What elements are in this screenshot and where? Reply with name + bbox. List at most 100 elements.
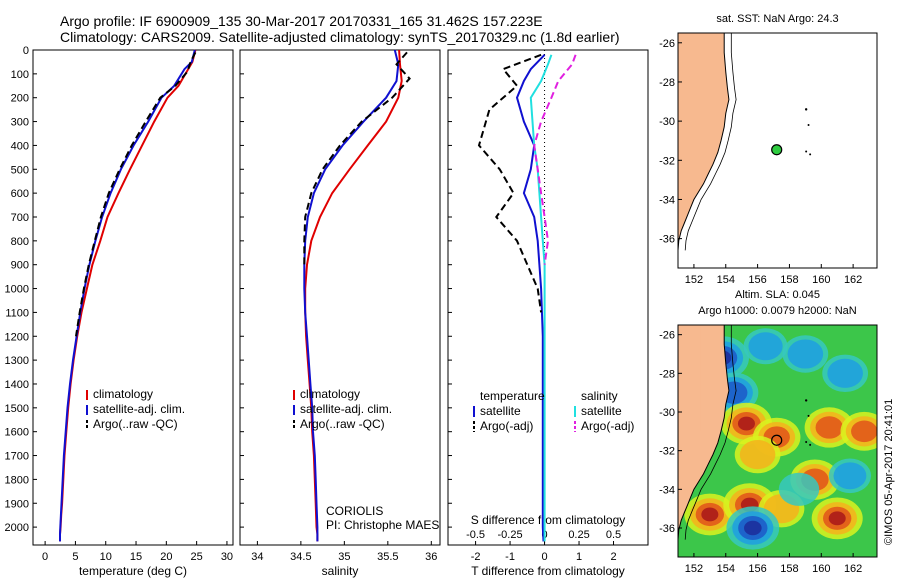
sst_map-xtick-label: 162 [844, 274, 862, 286]
sst_map-ytick-label: -30 [659, 116, 675, 128]
depth-tick-label: 1200 [5, 331, 29, 343]
sla-anomaly [828, 511, 846, 526]
salinity-xtick-label: 34.5 [290, 551, 311, 563]
isobath-contour [684, 325, 737, 540]
salinity-xtick-label: 35.5 [377, 551, 398, 563]
island-dot [804, 399, 808, 402]
sst_map-ytick-label: -26 [659, 38, 675, 50]
sst_map-xtick-label: 156 [748, 274, 766, 286]
salinity-legend-item: climatology [300, 387, 360, 401]
sst_map-ytick-label: -34 [659, 194, 675, 206]
salinity-series-2 [303, 51, 411, 265]
depth-tick-label: 300 [11, 117, 29, 129]
temperature-legend-item: Argo(..raw -QC) [93, 417, 178, 431]
depth-tick-label: 1800 [5, 474, 29, 486]
sla-anomaly [815, 416, 843, 439]
sla-field [678, 325, 877, 557]
salinity-xtick-label: 36 [425, 551, 437, 563]
temperature-panel: 0100200300400500600700800900100011001200… [5, 45, 234, 578]
temperature-plot-frame [32, 49, 234, 546]
legend-temperature-title: temperature [480, 389, 545, 403]
sla-anomaly [737, 416, 755, 431]
isobath-contour [684, 33, 737, 251]
difference-xlabel: T difference from climatology [471, 564, 625, 578]
s-diff-xlabel: S difference from climatology [471, 513, 626, 527]
sst_map-xtick-label: 160 [812, 274, 830, 286]
salinity-series-1 [303, 49, 400, 542]
island-dot [805, 440, 808, 443]
sla_map-subtitle: Argo h1000: 0.0079 h2000: NaN [698, 305, 856, 317]
depth-tick-label: 1600 [5, 427, 29, 439]
sla_map-ytick-label: -26 [659, 330, 675, 342]
salinity-panel: 34 34.5 35 35.5 36 salinity climatologysatelli… [239, 49, 441, 578]
legend-temperature-item: Argo(-adj) [480, 419, 533, 433]
sla-anomaly [701, 507, 719, 522]
legend-salinity-item: Argo(-adj) [581, 419, 634, 433]
sst_map-title: sat. SST: NaN Argo: 24.3 [716, 13, 838, 25]
depth-tick-label: 400 [11, 140, 29, 152]
sst-map-panel: -26 -28 -30 -32 -34 -36 152 154 156 158 160 162 sat.… [659, 13, 878, 286]
difference-xtick-label: -1 [505, 551, 515, 563]
island-dot [805, 150, 808, 153]
sla_map-ytick-label: -32 [659, 446, 675, 458]
temperature-xtick-label: 0 [42, 551, 48, 563]
depth-tick-label: 800 [11, 236, 29, 248]
difference-xtick-label: 1 [576, 551, 582, 563]
depth-tick-label: 500 [11, 164, 29, 176]
s-diff-tick-label: -0.5 [466, 529, 485, 541]
sla-anomaly [787, 339, 824, 369]
salinity-legend-item: satellite-adj. clim. [300, 402, 392, 416]
sla_map-xtick-label: 154 [717, 563, 735, 575]
sla_map-ytick-label: -36 [659, 523, 675, 535]
island-dot [807, 124, 810, 127]
sla_map-ytick-label: -28 [659, 368, 675, 380]
difference-series-2 [529, 54, 553, 542]
sla_map-xtick-label: 156 [748, 563, 766, 575]
sla-anomaly [833, 462, 867, 490]
argo-float-marker [771, 434, 783, 446]
sst_map-frame [677, 32, 878, 269]
island-dot [809, 153, 812, 156]
sla-anomaly [778, 472, 820, 506]
temperature-xtick-label: 30 [221, 551, 233, 563]
island-dot [807, 414, 810, 417]
land-fill [678, 325, 701, 432]
depth-tick-label: 2000 [5, 522, 29, 534]
header-line-1: Argo profile: IF 6900909_135 30-Mar-2017… [60, 13, 543, 29]
salinity-xtick-label: 34 [251, 551, 263, 563]
temperature-legend-item: climatology [93, 387, 153, 401]
sla_map-ytick-label: -30 [659, 407, 675, 419]
temperature-xtick-label: 25 [191, 551, 203, 563]
annotation: CORIOLIS [326, 504, 383, 518]
difference-panel: -2 -1 0 1 2T difference from climatology -0.5… [447, 49, 649, 578]
sst_map-xtick-label: 152 [685, 274, 703, 286]
s-diff-tick-label: 0.5 [606, 529, 621, 541]
depth-tick-label: 1500 [5, 403, 29, 415]
difference-xtick-label: -2 [471, 551, 481, 563]
depth-tick-label: 900 [11, 260, 29, 272]
salinity-plot-frame [239, 49, 441, 546]
sla-anomaly [739, 439, 776, 470]
temperature-xtick-label: 5 [72, 551, 78, 563]
sla-anomaly [744, 520, 762, 536]
s-diff-tick-label: 0.25 [568, 529, 589, 541]
sla_map-title: Altim. SLA: 0.045 [735, 289, 820, 301]
sla_map-ytick-label: -34 [659, 484, 675, 496]
salinity-xlabel: salinity [322, 564, 359, 578]
sla_map-xtick-label: 160 [812, 563, 830, 575]
header-line-2: Climatology: CARS2009. Satellite-adjuste… [60, 29, 620, 45]
difference-series-0 [515, 54, 546, 542]
depth-tick-label: 0 [23, 45, 29, 57]
sst_map-xtick-label: 158 [780, 274, 798, 286]
sst_map-ytick-label: -28 [659, 77, 675, 89]
depth-tick-label: 1000 [5, 284, 29, 296]
sla-map-panel: -26 -28 -30 -32 -34 -36 152 154 156 158 160 162 Alti… [659, 289, 878, 575]
temperature-xlabel: temperature (deg C) [79, 564, 187, 578]
sst_map-xtick-label: 154 [717, 274, 735, 286]
depth-tick-label: 1100 [5, 307, 29, 319]
sla_map-xtick-label: 158 [780, 563, 798, 575]
temperature-legend-item: satellite-adj. clim. [93, 402, 185, 416]
depth-tick-label: 700 [11, 212, 29, 224]
depth-tick-label: 1400 [5, 379, 29, 391]
